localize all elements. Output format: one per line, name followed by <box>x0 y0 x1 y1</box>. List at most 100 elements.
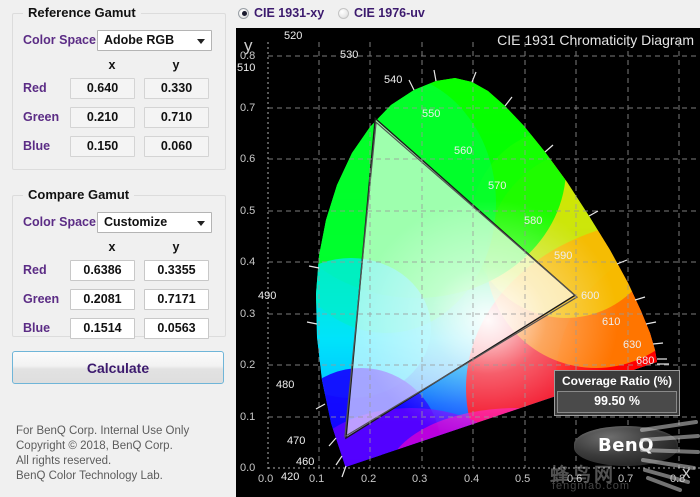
footer-line-3: All rights reserved. <box>16 455 112 467</box>
wavelength-label-470: 470 <box>287 435 306 447</box>
x-tick-0: 0.0 <box>258 473 274 485</box>
compare-blue-y-field[interactable]: 0.0563 <box>144 318 209 339</box>
reference-gamut-title: Reference Gamut <box>23 5 141 20</box>
wavelength-label-580: 580 <box>524 215 543 227</box>
x-axis-letter: x <box>682 463 691 482</box>
radio-cie-1931-xy[interactable]: CIE 1931-xy <box>238 6 324 20</box>
compare-green-x-field[interactable]: 0.2081 <box>70 289 135 310</box>
benq-logo-text: BenQ <box>597 435 655 456</box>
y-tick-2: 0.2 <box>240 359 256 371</box>
wavelength-label-540: 540 <box>384 74 403 86</box>
compare-red-y-field[interactable]: 0.3355 <box>144 260 209 281</box>
radio-unselected-icon <box>338 7 349 19</box>
reference-red-y-field[interactable]: 0.330 <box>144 78 209 99</box>
calculate-button-label: Calculate <box>86 359 150 376</box>
watermark-chinese: 蜂鸟网 <box>550 465 617 486</box>
x-tick-7: 0.7 <box>618 473 634 485</box>
chevron-down-icon <box>197 220 205 226</box>
wavelength-label-420: 420 <box>281 471 300 483</box>
reference-blue-y-field[interactable]: 0.060 <box>144 136 209 157</box>
wavelength-label-570: 570 <box>488 180 507 192</box>
y-tick-5: 0.5 <box>240 205 256 217</box>
chromaticity-plot-svg <box>267 42 700 478</box>
radio-selected-icon <box>238 7 249 19</box>
reference-green-y-field[interactable]: 0.710 <box>144 107 209 128</box>
reference-color-space-label: Color Space <box>23 33 96 47</box>
compare-red-x-field[interactable]: 0.6386 <box>70 260 135 281</box>
coverage-ratio-title: Coverage Ratio (%) <box>561 374 673 388</box>
wavelength-label-480: 480 <box>276 379 295 391</box>
reference-gamut-group: Reference Gamut Color Space Adobe RGB x … <box>12 5 226 170</box>
chromaticity-diagram[interactable]: CIE 1931 Chromaticity Diagram y x 0.0 0.… <box>236 28 700 497</box>
wavelength-label-590: 590 <box>554 250 573 262</box>
benq-wing-icon <box>640 420 700 492</box>
reference-row-blue-label: Blue <box>23 139 51 153</box>
compare-row-red-label: Red <box>23 263 47 277</box>
compare-blue-x-field[interactable]: 0.1514 <box>70 318 135 339</box>
y-tick-3: 0.3 <box>240 308 256 320</box>
watermark-domain: fengniao.com <box>552 480 631 492</box>
reference-color-space-value: Adobe RGB <box>104 33 175 47</box>
left-control-panel: Reference Gamut Color Space Adobe RGB x … <box>0 0 236 497</box>
calculate-button[interactable]: Calculate <box>12 351 224 384</box>
radio-cie-1976-uv-label: CIE 1976-uv <box>354 6 425 20</box>
reference-col-y-header: y <box>172 58 180 72</box>
x-tick-2: 0.2 <box>361 473 377 485</box>
benq-logo: BenQ <box>574 426 678 466</box>
chart-title: CIE 1931 Chromaticity Diagram <box>497 32 694 48</box>
reference-red-x-field[interactable]: 0.640 <box>70 78 135 99</box>
x-tick-5: 0.5 <box>515 473 531 485</box>
wavelength-label-520: 520 <box>284 30 303 42</box>
wavelength-label-610: 610 <box>602 316 621 328</box>
compare-col-x-header: x <box>108 240 116 254</box>
compare-gamut-title: Compare Gamut <box>23 187 135 202</box>
y-tick-0: 0.0 <box>240 462 256 474</box>
y-tick-6: 0.6 <box>240 153 256 165</box>
x-tick-3: 0.3 <box>412 473 428 485</box>
coverage-ratio-box: Coverage Ratio (%) 99.50 % <box>554 370 680 416</box>
y-tick-1: 0.1 <box>240 411 256 423</box>
y-tick-8: 0.8 <box>240 50 256 62</box>
wavelength-label-530: 530 <box>340 49 359 61</box>
reference-row-green-label: Green <box>23 110 60 124</box>
axis-lines <box>267 42 700 469</box>
footer-line-1: For BenQ Corp. Internal Use Only <box>16 425 190 437</box>
reference-green-x-field[interactable]: 0.210 <box>70 107 135 128</box>
reference-blue-x-field[interactable]: 0.150 <box>70 136 135 157</box>
wavelength-label-490: 490 <box>258 290 277 302</box>
wavelength-label-560: 560 <box>454 145 473 157</box>
compare-color-space-label: Color Space <box>23 215 96 229</box>
chevron-down-icon <box>197 38 205 44</box>
footer-line-2: Copyright © 2018, BenQ Corp. <box>16 440 173 452</box>
compare-color-space-select[interactable]: Customize <box>97 212 212 233</box>
compare-color-space-value: Customize <box>104 215 168 229</box>
compare-green-y-field[interactable]: 0.7171 <box>144 289 209 310</box>
coverage-ratio-value: 99.50 % <box>557 391 677 413</box>
radio-cie-1976-uv[interactable]: CIE 1976-uv <box>338 6 425 20</box>
y-tick-7: 0.7 <box>240 102 256 114</box>
x-tick-1: 0.1 <box>309 473 325 485</box>
radio-cie-1931-xy-label: CIE 1931-xy <box>254 6 325 20</box>
diagram-mode-bar: CIE 1931-xy CIE 1976-uv <box>236 0 700 28</box>
reference-gamut-triangle <box>344 121 579 438</box>
footer-text: For BenQ Corp. Internal Use Only Copyrig… <box>16 424 231 484</box>
y-tick-4: 0.4 <box>240 256 256 268</box>
x-tick-6: 0.6 <box>567 473 583 485</box>
y-axis-letter: y <box>244 36 253 55</box>
x-tick-4: 0.4 <box>464 473 480 485</box>
wavelength-label-630: 630 <box>623 339 642 351</box>
wavelength-label-680: 680 <box>636 355 655 367</box>
wavelength-ticks <box>306 69 669 478</box>
reference-color-space-select[interactable]: Adobe RGB <box>97 30 212 51</box>
compare-gamut-group: Compare Gamut Color Space Customize x y … <box>12 187 226 339</box>
reference-col-x-header: x <box>108 58 116 72</box>
footer-line-4: BenQ Color Technology Lab. <box>16 470 163 482</box>
wavelength-label-460: 460 <box>296 456 315 468</box>
compare-col-y-header: y <box>172 240 180 254</box>
compare-row-blue-label: Blue <box>23 321 51 335</box>
compare-row-green-label: Green <box>23 292 60 306</box>
wavelength-label-510: 510 <box>237 62 256 74</box>
reference-row-red-label: Red <box>23 81 47 95</box>
wavelength-label-600: 600 <box>581 290 600 302</box>
